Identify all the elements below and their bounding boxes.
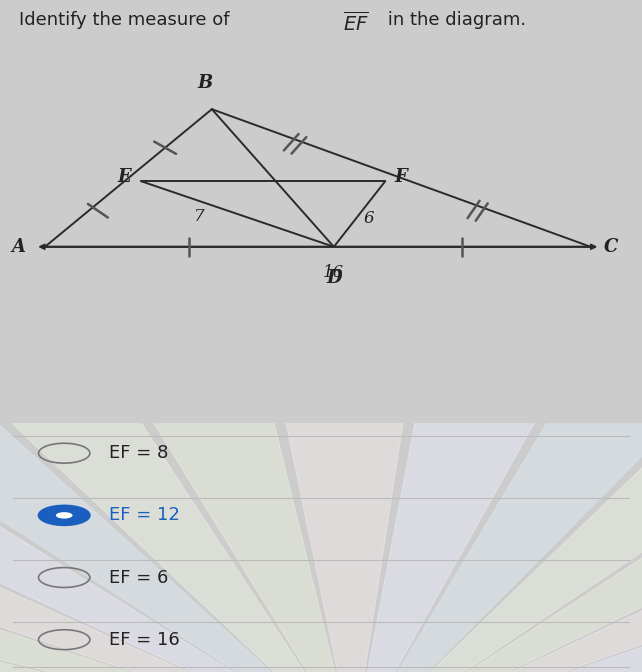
Polygon shape: [353, 285, 642, 672]
Polygon shape: [353, 363, 642, 672]
Text: E: E: [118, 168, 132, 186]
Text: B: B: [198, 74, 213, 92]
Polygon shape: [0, 554, 353, 672]
Polygon shape: [0, 325, 353, 672]
Text: Identify the measure of: Identify the measure of: [19, 11, 236, 29]
Text: 7: 7: [194, 208, 204, 224]
Text: 6: 6: [364, 210, 374, 227]
Polygon shape: [250, 249, 429, 672]
Text: in the diagram.: in the diagram.: [382, 11, 526, 29]
Polygon shape: [353, 262, 642, 672]
Circle shape: [56, 512, 73, 519]
Text: 16: 16: [323, 264, 345, 282]
Polygon shape: [353, 319, 642, 672]
Text: C: C: [603, 238, 618, 256]
Polygon shape: [0, 424, 353, 672]
Polygon shape: [353, 251, 625, 672]
Polygon shape: [353, 416, 642, 672]
Polygon shape: [353, 544, 642, 672]
Polygon shape: [0, 265, 353, 672]
Text: $\overline{EF}$: $\overline{EF}$: [343, 11, 369, 34]
Circle shape: [39, 505, 90, 526]
Polygon shape: [0, 289, 353, 672]
Text: EF = 16: EF = 16: [109, 631, 180, 648]
Polygon shape: [0, 370, 353, 672]
Text: F: F: [395, 168, 408, 186]
Polygon shape: [0, 486, 353, 672]
Text: A: A: [12, 238, 26, 256]
Polygon shape: [0, 626, 353, 672]
Text: EF = 12: EF = 12: [109, 507, 180, 524]
Polygon shape: [353, 477, 642, 672]
Text: D: D: [326, 269, 342, 287]
Text: EF = 6: EF = 6: [109, 569, 168, 587]
Polygon shape: [55, 251, 353, 672]
Text: EF = 8: EF = 8: [109, 444, 168, 462]
